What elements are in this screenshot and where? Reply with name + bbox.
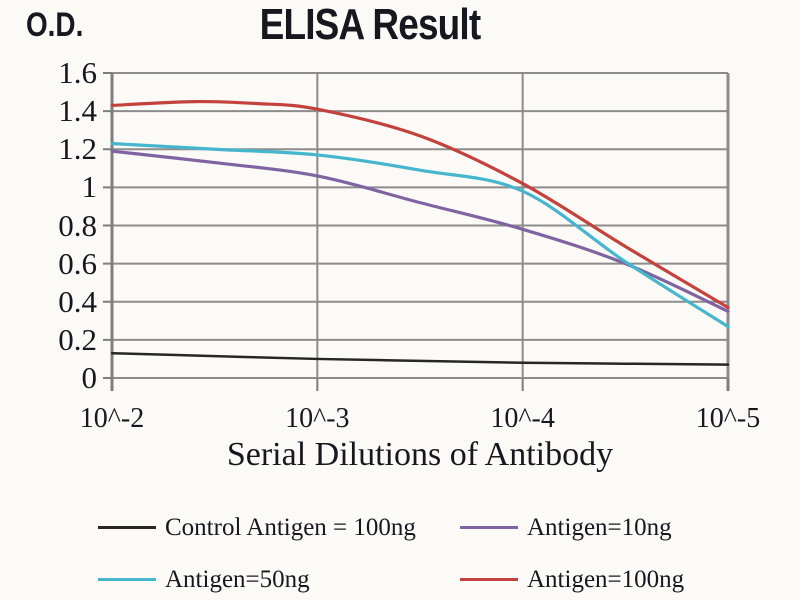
y-tick-label: 1: [81, 169, 98, 205]
y-tick-label: 1.6: [58, 55, 97, 90]
legend-label: Antigen=100ng: [527, 565, 685, 593]
legend-line-swatch-cyan: [98, 578, 156, 581]
legend-item-antigen-50ng: Antigen=50ng: [98, 558, 460, 600]
x-axis-title: Serial Dilutions of Antibody: [226, 436, 614, 473]
legend-line-swatch-purple: [460, 526, 518, 529]
x-tick-label: 10^-5: [695, 403, 761, 434]
legend-item-antigen-10ng: Antigen=10ng: [460, 506, 684, 549]
series-line-antigen-10ng: [110, 149, 730, 313]
y-tick-label: 0.4: [58, 283, 97, 319]
x-tick-label: 10^-2: [79, 403, 145, 434]
y-tick-label: 0.8: [58, 207, 97, 243]
y-axis-unit-label: O.D.: [26, 6, 84, 44]
x-tick-label: 10^-4: [490, 403, 555, 434]
series-line-antigen-50ng: [110, 141, 730, 329]
chart-title: ELISA Result: [259, 0, 481, 49]
legend-item-antigen-100ng: Antigen=100ng: [460, 558, 684, 600]
series-line-control: [110, 351, 730, 366]
y-tick-label: 0.2: [58, 321, 97, 357]
y-tick-label: 1.4: [58, 93, 97, 129]
legend-label: Control Antigen = 100ng: [165, 513, 416, 541]
legend: Control Antigen = 100ng Antigen=10ng Ant…: [98, 506, 684, 600]
x-tick-label: 10^-3: [285, 403, 350, 434]
legend-label: Antigen=50ng: [165, 565, 310, 593]
y-tick-label: 0: [81, 360, 98, 395]
y-tick-label: 0.6: [58, 245, 97, 281]
legend-item-control-antigen: Control Antigen = 100ng: [98, 506, 460, 549]
series-line-antigen-100ng: [110, 99, 730, 310]
legend-line-swatch-red: [460, 578, 518, 581]
y-tick-label: 1.2: [58, 131, 97, 167]
legend-label: Antigen=10ng: [527, 513, 672, 541]
legend-line-swatch-black: [98, 526, 156, 529]
